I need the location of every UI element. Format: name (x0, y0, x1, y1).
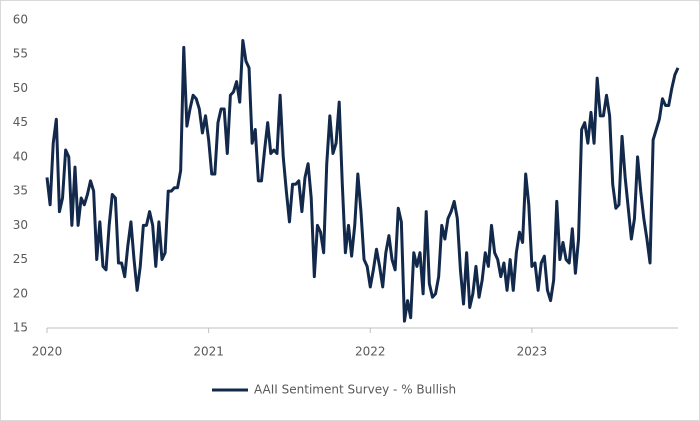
y-tick-label: 15 (13, 321, 28, 335)
y-tick-label: 55 (13, 47, 28, 61)
x-tick-label: 2022 (355, 345, 386, 359)
y-tick-label: 40 (13, 149, 28, 163)
x-tick-label: 2021 (193, 345, 224, 359)
x-tick-label: 2020 (32, 345, 63, 359)
legend-label: AAII Sentiment Survey - % Bullish (254, 383, 456, 397)
x-tick-label: 2023 (517, 345, 548, 359)
series-line (45, 39, 680, 323)
y-tick-label: 35 (13, 184, 28, 198)
y-tick-label: 30 (13, 218, 28, 232)
y-tick-label: 25 (13, 252, 28, 266)
y-tick-label: 50 (13, 81, 28, 95)
y-tick-label: 45 (13, 115, 28, 129)
y-tick-label: 60 (13, 13, 28, 27)
y-tick-label: 20 (13, 286, 28, 300)
